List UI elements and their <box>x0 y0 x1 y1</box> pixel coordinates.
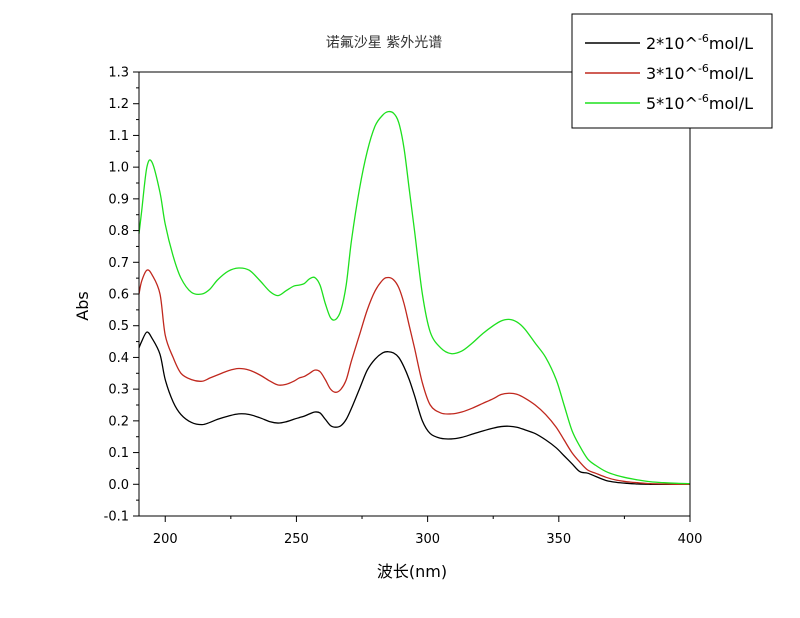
series-line-1 <box>138 331 690 485</box>
y-tick-label: 0.1 <box>108 446 129 461</box>
series-line-2 <box>138 269 691 485</box>
y-tick-label: 1.1 <box>108 129 129 144</box>
y-tick-label: 0.6 <box>108 288 129 303</box>
y-tick-label: 0.7 <box>108 256 129 271</box>
legend-label-1: 2*10^-6mol/L <box>646 32 753 53</box>
x-tick-label: 400 <box>678 532 703 547</box>
chart-title: 诺氟沙星 紫外光谱 <box>326 35 442 51</box>
legend: 2*10^-6mol/L 3*10^-6mol/L 5*10^-6mol/L <box>571 13 773 129</box>
y-axis: -0.1 0.0 0.1 0.2 0.3 0.4 0.5 0.6 0.7 0.8 0.9 1.0 1.1… <box>104 66 139 525</box>
y-tick-label: 0.3 <box>108 383 129 398</box>
y-tick-label: 1.2 <box>108 97 129 112</box>
y-tick-label: 0.9 <box>108 192 129 207</box>
y-tick-label: 0.4 <box>108 351 129 366</box>
x-axis: 200 250 300 350 400 <box>153 516 703 547</box>
y-tick-label: 0.2 <box>108 414 129 429</box>
legend-label-2: 3*10^-6mol/L <box>646 62 753 83</box>
y-tick-label: 1.0 <box>108 161 129 176</box>
y-tick-label: 0.8 <box>108 224 129 239</box>
x-axis-title: 波长(nm) <box>377 562 447 581</box>
legend-label-3: 5*10^-6mol/L <box>646 92 753 113</box>
x-tick-label: 250 <box>284 532 309 547</box>
series-layer <box>138 110 691 485</box>
y-tick-label: -0.1 <box>104 510 129 525</box>
x-tick-label: 200 <box>153 532 178 547</box>
y-axis-title: Abs <box>73 291 92 320</box>
y-tick-label: 0.5 <box>108 319 129 334</box>
y-tick-label: 0.0 <box>108 478 129 493</box>
x-tick-label: 300 <box>415 532 440 547</box>
plot-frame <box>138 71 691 517</box>
x-tick-label: 350 <box>546 532 571 547</box>
legend-box <box>571 13 773 129</box>
y-tick-label: 1.3 <box>108 66 129 81</box>
series-line-3 <box>138 110 691 485</box>
